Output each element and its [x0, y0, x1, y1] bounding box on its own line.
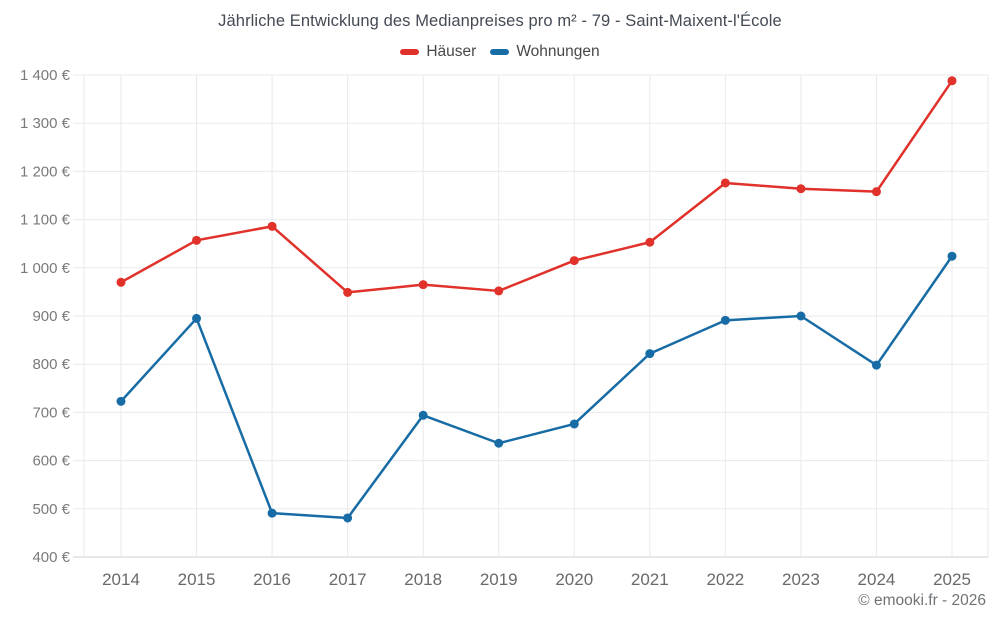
x-axis-tick-label: 2019 [480, 570, 518, 589]
data-point-wohnungen-2017 [343, 513, 353, 523]
data-point-haeuser-2017 [343, 287, 353, 297]
data-point-wohnungen-2023 [796, 311, 806, 321]
data-point-haeuser-2024 [871, 187, 881, 197]
data-point-haeuser-2019 [494, 286, 504, 296]
x-axis-tick-label: 2018 [404, 570, 442, 589]
y-axis-tick-label: 1 400 € [20, 67, 71, 84]
data-point-haeuser-2016 [267, 221, 277, 231]
x-axis-tick-label: 2023 [782, 570, 820, 589]
data-point-wohnungen-2015 [192, 313, 202, 323]
y-axis-tick-label: 1 300 € [20, 115, 71, 132]
series-line-wohnungen [119, 254, 954, 520]
data-point-haeuser-2018 [418, 280, 428, 290]
y-axis-tick-label: 800 € [32, 356, 70, 373]
x-axis-tick-label: 2020 [555, 570, 593, 589]
data-point-haeuser-2022 [720, 178, 730, 188]
wohnungen-legend-swatch-icon [490, 49, 510, 55]
data-point-wohnungen-2018 [418, 410, 428, 420]
data-point-haeuser-2015 [192, 235, 202, 245]
series-line-haeuser [119, 79, 954, 294]
copyright-text: © emooki.fr - 2026 [858, 592, 986, 609]
data-point-wohnungen-2014 [116, 396, 126, 406]
haeuser-legend-swatch-icon [400, 49, 420, 55]
x-axis-tick-label: 2017 [329, 570, 367, 589]
wohnungen-legend-label: Wohnungen [516, 43, 600, 60]
data-point-wohnungen-2021 [645, 349, 655, 359]
y-axis-tick-label: 900 € [32, 308, 70, 325]
x-axis-tick-label: 2025 [933, 570, 971, 589]
data-point-haeuser-2014 [116, 277, 126, 287]
x-axis-tick-label: 2022 [706, 570, 744, 589]
data-point-haeuser-2020 [569, 256, 579, 266]
chart-legend: Häuser Wohnungen [0, 43, 1000, 61]
data-point-wohnungen-2024 [871, 360, 881, 370]
chart-title: Jährliche Entwicklung des Medianpreises … [218, 12, 782, 30]
data-point-wohnungen-2019 [494, 438, 504, 448]
haeuser-legend-label: Häuser [426, 43, 477, 60]
y-axis-tick-label: 1 200 € [20, 163, 71, 180]
legend-item-haeuser[interactable]: Häuser [400, 43, 476, 61]
data-point-wohnungen-2025 [947, 251, 957, 261]
x-axis-tick-label: 2014 [102, 570, 140, 589]
x-axis-tick-label: 2024 [858, 570, 896, 589]
data-point-wohnungen-2020 [569, 419, 579, 429]
x-axis-tick-label: 2021 [631, 570, 669, 589]
x-axis-tick-label: 2015 [178, 570, 216, 589]
data-point-haeuser-2023 [796, 184, 806, 194]
data-point-haeuser-2021 [645, 237, 655, 247]
y-axis-tick-label: 400 € [32, 549, 70, 566]
y-axis-tick-label: 600 € [32, 453, 70, 470]
data-point-haeuser-2025 [947, 76, 957, 86]
x-axis-tick-label: 2016 [253, 570, 291, 589]
legend-item-wohnungen[interactable]: Wohnungen [490, 43, 600, 61]
y-axis-tick-label: 1 100 € [20, 212, 71, 229]
y-axis-tick-label: 1 000 € [20, 260, 71, 277]
y-axis-tick-label: 500 € [32, 501, 70, 518]
data-point-wohnungen-2016 [267, 508, 277, 518]
data-point-wohnungen-2022 [720, 315, 730, 325]
y-axis-tick-label: 700 € [32, 404, 70, 421]
